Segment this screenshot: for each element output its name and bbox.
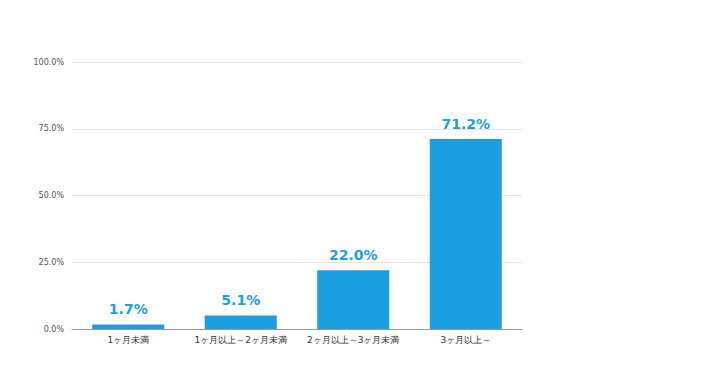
svg-text:1ヶ月未満: 1ヶ月未満 xyxy=(107,335,149,345)
svg-text:3ヶ月以上～: 3ヶ月以上～ xyxy=(440,335,491,345)
svg-text:50.0%: 50.0% xyxy=(39,191,65,200)
svg-text:100.0%: 100.0% xyxy=(33,58,64,67)
svg-text:71.2%: 71.2% xyxy=(441,116,490,132)
svg-text:22.0%: 22.0% xyxy=(329,247,378,263)
svg-text:5.1%: 5.1% xyxy=(221,292,260,308)
svg-text:1ヶ月以上～2ヶ月未満: 1ヶ月以上～2ヶ月未満 xyxy=(195,335,287,345)
svg-text:0.0%: 0.0% xyxy=(44,325,65,334)
svg-text:1.7%: 1.7% xyxy=(109,301,148,317)
svg-text:2ヶ月以上～3ヶ月未満: 2ヶ月以上～3ヶ月未満 xyxy=(307,335,399,345)
svg-text:25.0%: 25.0% xyxy=(39,258,65,267)
svg-text:75.0%: 75.0% xyxy=(39,124,65,133)
